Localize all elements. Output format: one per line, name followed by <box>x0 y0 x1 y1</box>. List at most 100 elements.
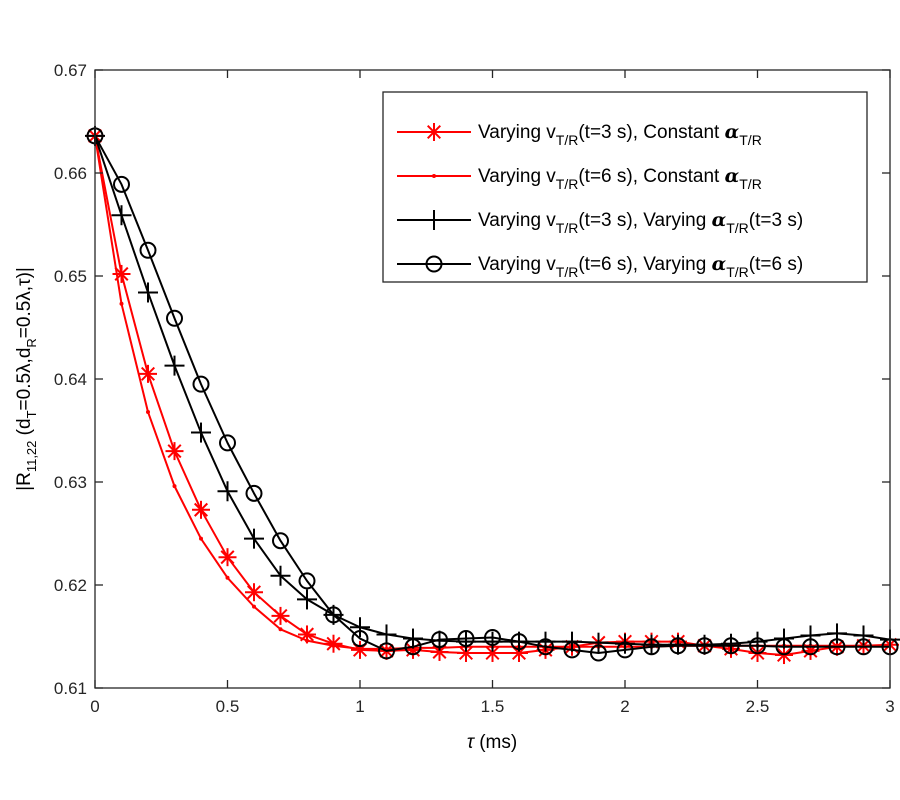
data-point-point <box>432 174 436 178</box>
legend-label-part: T/R <box>726 220 749 236</box>
legend-label-part: T/R <box>556 176 579 192</box>
x-axis-label: τ (ms) <box>467 732 517 753</box>
data-point-asterisk <box>245 583 263 602</box>
y-axis-label: |R11,22 (dT=0.5λ,dR=0.5λ,τ)| <box>14 267 39 491</box>
data-point-plus <box>588 632 609 653</box>
data-point-circle <box>722 637 740 655</box>
data-point-circle <box>139 241 157 259</box>
data-point-circle <box>219 434 236 452</box>
data-point-circle <box>590 644 607 662</box>
data-point-point <box>172 484 177 489</box>
data-point-circle <box>802 638 819 656</box>
data-point-circle <box>855 638 872 656</box>
x-tick-label: 2.5 <box>746 697 770 716</box>
data-point-circle <box>431 631 448 649</box>
data-point-circle <box>510 633 528 651</box>
legend-label-part: α <box>725 121 740 143</box>
data-point-circle <box>616 641 634 659</box>
data-point-point <box>252 604 256 609</box>
legend-item: Varying vT/R(t=3 s), Varying αT/R(t=3 s) <box>397 209 803 236</box>
data-point-circle <box>643 638 660 656</box>
legend-label-part: Varying v <box>478 166 556 187</box>
data-point-circle <box>325 606 342 624</box>
data-point-asterisk <box>271 606 290 625</box>
data-point-circle <box>669 637 687 655</box>
data-point-circle <box>351 630 369 648</box>
data-point-circle <box>828 638 846 656</box>
legend-label-part: Varying v <box>478 122 556 143</box>
legend-label-part: T/R <box>556 220 579 236</box>
data-point-plus <box>164 355 185 376</box>
x-tick-label: 1.5 <box>481 697 505 716</box>
y-tick-label: 0.63 <box>54 473 87 492</box>
data-point-asterisk <box>192 500 210 519</box>
data-point-plus <box>111 205 132 226</box>
x-tick-label: 3 <box>885 697 894 716</box>
legend-label-part: α <box>712 209 727 231</box>
legend-label-part: Varying v <box>478 210 556 231</box>
legend-label: Varying vT/R(t=6 s), Varying αT/R(t=6 s) <box>478 253 803 280</box>
y-tick-label: 0.62 <box>54 576 87 595</box>
data-point-circle <box>484 629 501 647</box>
data-point-point <box>199 536 203 541</box>
legend-box <box>382 91 868 283</box>
data-point-point <box>278 627 283 632</box>
data-point-asterisk <box>165 442 184 461</box>
y-tick-label: 0.64 <box>54 370 87 389</box>
data-point-circle <box>457 630 475 648</box>
legend-label-part: T/R <box>739 176 762 192</box>
data-point-circle <box>192 375 210 393</box>
data-point-asterisk <box>425 123 443 141</box>
y-tick-label: 0.67 <box>54 61 87 80</box>
ticks: 0 0.5 1 1.5 2 2.5 3 0.61 0.62 0.63 0.64 0.65 0.66 0.6… <box>54 61 895 716</box>
x-tick-label: 0.5 <box>216 697 240 716</box>
legend-label-part: Varying v <box>478 254 556 275</box>
data-point-plus <box>138 282 158 303</box>
data-point-circle <box>378 642 395 660</box>
plot-marks <box>85 125 900 665</box>
data-point-asterisk <box>218 548 237 567</box>
legend-item: Varying vT/R(t=3 s), Constant αT/R <box>397 121 762 148</box>
legend: Varying vT/R(t=3 s), Constant αT/RVaryin… <box>382 91 868 283</box>
data-point-point <box>146 409 150 414</box>
data-point-plus <box>297 589 317 610</box>
y-tick-label: 0.66 <box>54 164 87 183</box>
data-point-plus <box>800 625 821 646</box>
x-tick-label: 2 <box>620 697 629 716</box>
data-point-circle <box>166 309 183 327</box>
data-point-plus <box>376 624 397 645</box>
data-point-circle <box>113 175 130 193</box>
data-point-plus <box>270 565 291 586</box>
legend-label: Varying vT/R(t=3 s), Varying αT/R(t=3 s) <box>478 209 803 236</box>
data-point-point <box>358 646 362 651</box>
x-tick-label: 0 <box>90 697 99 716</box>
data-point-asterisk <box>139 364 157 383</box>
data-point-point <box>331 643 336 648</box>
legend-label-part: (t=6 s), Varying <box>578 254 711 275</box>
data-point-circle <box>696 637 713 655</box>
data-point-plus <box>244 528 264 549</box>
data-point-circle <box>272 532 289 550</box>
legend-label: Varying vT/R(t=6 s), Constant αT/R <box>478 165 762 192</box>
data-point-circle <box>404 638 422 656</box>
data-point-plus <box>853 625 874 646</box>
y-tick-label: 0.61 <box>54 679 87 698</box>
data-point-circle <box>298 572 316 590</box>
legend-label-part: T/R <box>726 264 749 280</box>
data-point-plus <box>217 481 238 502</box>
data-point-circle <box>245 484 263 502</box>
data-point-plus <box>350 617 370 638</box>
legend-label-part: (t=3 s), Varying <box>578 210 711 231</box>
data-point-circle <box>775 638 793 656</box>
legend-label-part: (t=3 s) <box>749 210 803 231</box>
legend-label-part: (t=3 s), Constant <box>578 122 724 143</box>
data-point-circle <box>563 641 581 659</box>
legend-item: Varying vT/R(t=6 s), Constant αT/R <box>397 165 762 192</box>
x-tick-label: 1 <box>355 697 364 716</box>
legend-label-part: (t=6 s) <box>749 254 803 275</box>
data-point-circle <box>537 638 554 656</box>
legend-label: Varying vT/R(t=3 s), Constant αT/R <box>478 121 762 148</box>
y-tick-label: 0.65 <box>54 267 87 286</box>
legend-item: Varying vT/R(t=6 s), Varying αT/R(t=6 s) <box>397 253 803 280</box>
legend-label-part: T/R <box>556 264 579 280</box>
